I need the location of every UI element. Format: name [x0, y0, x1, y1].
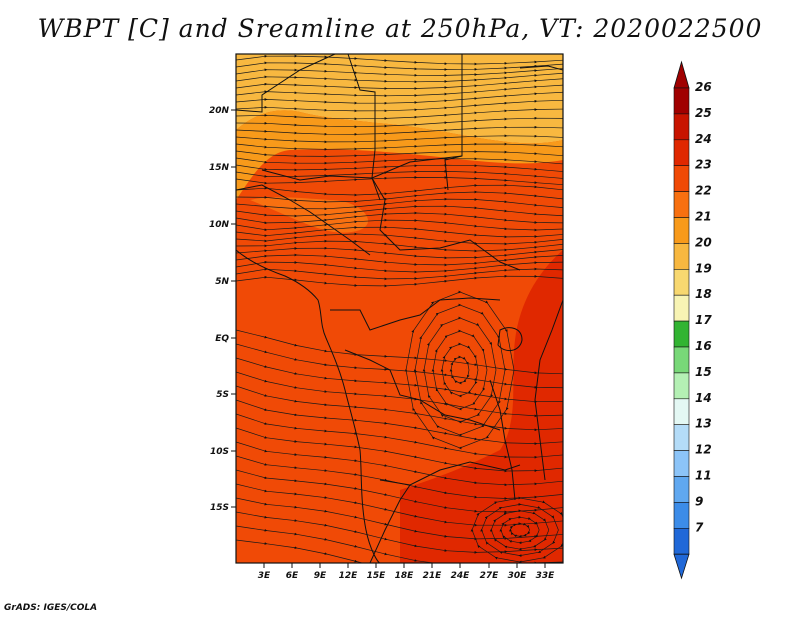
colorbar-swatch — [673, 165, 690, 192]
lat-label: 20N — [209, 106, 230, 116]
colorbar-label: 18 — [695, 287, 712, 301]
colorbar-label: 21 — [695, 210, 712, 224]
colorbar-label: 16 — [695, 339, 712, 353]
streamline — [236, 539, 538, 563]
lat-label: 10S — [210, 447, 229, 457]
lon-label: 24E — [451, 571, 471, 581]
colorbar-swatch — [673, 191, 690, 218]
colorbar-label: 20 — [695, 235, 712, 249]
border-congo — [344, 349, 501, 431]
colorbar-swatch — [673, 527, 690, 555]
colorbar-label: 25 — [695, 106, 712, 120]
colorbar-label: 15 — [695, 365, 712, 379]
streamline — [470, 496, 563, 563]
colorbar-swatch — [673, 398, 690, 425]
colorbar-swatch — [673, 424, 690, 451]
colorbar-swatch — [673, 217, 690, 244]
streamline — [236, 142, 563, 151]
colorbar-swatch — [673, 502, 690, 529]
lon-label: 6E — [286, 571, 299, 581]
longitude-axis: 3E 6E 9E 12E 15E 18E 21E 24E 27E 30E 33E — [258, 563, 555, 581]
rift-line — [489, 379, 516, 501]
colorbar-swatch — [673, 113, 690, 141]
west-coastline — [236, 249, 381, 563]
border-south-2 — [369, 484, 411, 563]
grads-credit: GrADS: IGES/COLA — [4, 603, 98, 613]
lon-label: 3E — [258, 571, 271, 581]
colorbar-top-arrow — [673, 60, 690, 89]
colorbar-label: 23 — [695, 158, 712, 172]
map-title: WBPT [C] and Sreamline at 250hPa, VT: 20… — [37, 14, 763, 43]
border-south-1 — [379, 461, 521, 486]
colorbar-label: 11 — [695, 469, 712, 483]
colorbar-label: 26 — [695, 80, 712, 94]
streamline — [236, 61, 563, 71]
colorbar-label: 12 — [695, 443, 712, 457]
colorbar-label: 22 — [695, 184, 712, 198]
border-north-3 — [444, 54, 463, 191]
streamline — [236, 134, 563, 144]
lat-label: 5N — [215, 277, 229, 287]
lon-label: 15E — [367, 571, 387, 581]
colorbar-bottom-arrow — [673, 553, 690, 580]
border-north-4 — [519, 65, 563, 71]
lon-label: 33E — [536, 571, 556, 581]
lon-label: 9E — [314, 571, 327, 581]
lat-label: 15S — [210, 503, 229, 513]
streamline — [236, 157, 563, 165]
streamline — [236, 125, 563, 136]
streamline — [236, 176, 563, 186]
lon-label: 12E — [339, 571, 359, 581]
lon-label: 18E — [395, 571, 415, 581]
lat-label: 15N — [209, 163, 230, 173]
border-central-1 — [371, 177, 521, 271]
colorbar-label: 9 — [695, 494, 703, 508]
colorbar-swatch — [673, 139, 690, 167]
colorbar-label: 14 — [695, 391, 712, 405]
east-coast — [534, 299, 563, 481]
colorbar: 26 25 24 23 22 21 20 19 18 17 16 15 14 13 12 11 9 7 — [673, 60, 712, 580]
border-north-1 — [236, 54, 336, 113]
lat-label: 5S — [216, 390, 229, 400]
border-sahel-2 — [236, 184, 371, 256]
colorbar-label: 13 — [695, 417, 712, 431]
colorbar-label: 7 — [695, 520, 704, 534]
lake-victoria — [497, 327, 523, 352]
latitude-axis: 20N 15N 10N 5N EQ 5S 10S 15S — [209, 106, 236, 513]
border-sahel-1 — [261, 155, 463, 181]
colorbar-swatch — [673, 372, 690, 400]
colorbar-swatch — [673, 450, 690, 477]
colorbar-label: 24 — [695, 132, 712, 146]
border-central-2 — [330, 297, 501, 331]
streamline — [236, 150, 563, 158]
colorbar-label: 17 — [695, 313, 712, 327]
lat-label: EQ — [215, 334, 229, 344]
colorbar-swatch — [673, 476, 690, 503]
colorbar-label: 19 — [695, 261, 712, 275]
colorbar-swatch — [673, 294, 690, 322]
map-frame — [235, 53, 564, 564]
lon-label: 30E — [508, 571, 528, 581]
colorbar-swatch — [673, 320, 690, 348]
colorbar-swatch — [673, 268, 690, 296]
lon-label: 27E — [480, 571, 500, 581]
country-borders — [236, 54, 563, 563]
lat-label: 10N — [209, 220, 230, 230]
lon-label: 21E — [423, 571, 443, 581]
border-north-2 — [347, 54, 381, 201]
streamline — [236, 116, 563, 129]
colorbar-swatch — [673, 243, 690, 270]
streamline — [236, 274, 563, 288]
colorbar-swatch — [673, 87, 690, 115]
colorbar-swatch — [673, 346, 690, 374]
